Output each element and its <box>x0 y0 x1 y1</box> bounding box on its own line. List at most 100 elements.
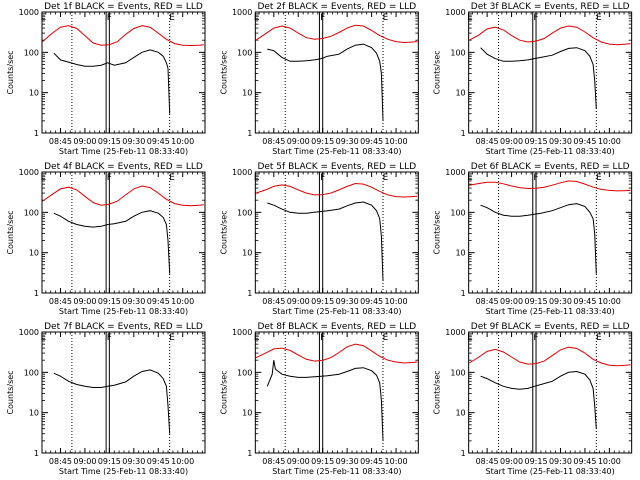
x-tick-label: 09:45 <box>573 457 596 466</box>
region-marker-e: E <box>596 333 602 343</box>
plot-frame <box>41 11 206 134</box>
region-marker-f: F <box>533 333 538 343</box>
y-tick-label: 1000 <box>445 8 465 17</box>
x-axis-label: Start Time (25-Feb-11 08:33:40) <box>59 147 188 156</box>
x-tick-label: 09:45 <box>573 137 596 146</box>
panel-title: Det 7f BLACK = Events, RED = LLD <box>44 322 203 332</box>
x-tick-label: 10:00 <box>385 137 408 146</box>
series-line-events <box>53 49 171 114</box>
series-line-events <box>53 210 171 274</box>
y-tick-label: 1000 <box>232 8 252 17</box>
x-tick-label: 09:30 <box>549 457 572 466</box>
plot-frame <box>41 331 206 454</box>
panel-title: Det 5f BLACK = Events, RED = LLD <box>257 162 416 172</box>
detector-panel-3: Det 3f BLACK = Events, RED = LLD 1 10 100 10… <box>433 2 633 156</box>
x-tick-label: 10:00 <box>598 297 621 306</box>
panel-title: Det 2f BLACK = Events, RED = LLD <box>257 2 416 12</box>
x-tick-label: 09:30 <box>336 297 359 306</box>
x-tick-label: 09:45 <box>147 457 170 466</box>
region-marker-e: E <box>467 13 473 23</box>
series-line-lld <box>255 182 418 198</box>
region-marker-e: E <box>596 13 602 23</box>
region-marker-e: E <box>169 13 175 23</box>
x-tick-label: 10:00 <box>171 297 194 306</box>
series-line-events <box>480 47 597 109</box>
panel-title: Det 3f BLACK = Events, RED = LLD <box>471 2 630 12</box>
x-tick-label: 09:00 <box>287 297 310 306</box>
series-line-lld <box>255 343 418 364</box>
panel-title: Det 4f BLACK = Events, RED = LLD <box>44 162 203 172</box>
y-tick-label: 100 <box>237 368 252 377</box>
y-tick-label: 1 <box>34 129 39 138</box>
y-tick-label: 100 <box>450 208 465 217</box>
x-tick-label: 09:45 <box>573 297 596 306</box>
x-axis-label: Start Time (25-Feb-11 08:33:40) <box>272 307 401 316</box>
y-tick-label: 1 <box>34 449 39 458</box>
x-tick-label: 09:00 <box>500 137 523 146</box>
y-tick-label: 100 <box>450 368 465 377</box>
y-tick-label: 1 <box>461 129 466 138</box>
y-tick-label: 1 <box>247 129 252 138</box>
x-tick-label: 09:30 <box>549 137 572 146</box>
y-tick-label: 100 <box>24 368 39 377</box>
y-tick-label: 100 <box>237 208 252 217</box>
x-tick-label: 09:00 <box>500 297 523 306</box>
y-tick-label: 1 <box>461 289 466 298</box>
panel-title: Det 9f BLACK = Events, RED = LLD <box>471 322 630 332</box>
plot-frame <box>468 331 633 454</box>
y-tick-label: 100 <box>24 48 39 57</box>
region-marker-e: E <box>254 13 260 23</box>
x-tick-label: 08:45 <box>262 137 285 146</box>
y-tick-label: 10 <box>29 249 39 258</box>
x-axis-label: Start Time (25-Feb-11 08:33:40) <box>486 147 615 156</box>
x-tick-label: 09:15 <box>98 137 121 146</box>
x-axis-label: Start Time (25-Feb-11 08:33:40) <box>486 307 615 316</box>
y-tick-label: 10 <box>29 89 39 98</box>
region-marker-f: F <box>107 13 112 23</box>
x-tick-label: 08:45 <box>49 457 72 466</box>
y-axis-label: Counts/sec <box>219 50 228 94</box>
y-tick-label: 10 <box>242 89 252 98</box>
series-line-lld <box>468 25 631 46</box>
region-marker-e: E <box>254 333 260 343</box>
region-marker-e: E <box>383 173 389 183</box>
plot-frame <box>254 11 419 134</box>
x-tick-label: 08:45 <box>476 457 499 466</box>
panel-title: Det 1f BLACK = Events, RED = LLD <box>44 2 203 12</box>
y-tick-label: 10 <box>455 89 465 98</box>
series-line-events <box>266 360 384 441</box>
x-tick-label: 09:30 <box>122 137 145 146</box>
x-tick-label: 09:15 <box>311 297 334 306</box>
y-axis-label: Counts/sec <box>433 370 442 414</box>
x-axis-label: Start Time (25-Feb-11 08:33:40) <box>59 307 188 316</box>
region-marker-f: F <box>320 173 325 183</box>
region-marker-e: E <box>41 173 47 183</box>
y-axis-label: Counts/sec <box>6 210 15 254</box>
series-line-events <box>480 203 597 274</box>
region-marker-e: E <box>169 333 175 343</box>
x-axis-label: Start Time (25-Feb-11 08:33:40) <box>59 467 188 476</box>
x-tick-label: 10:00 <box>598 137 621 146</box>
series-line-lld <box>42 25 204 47</box>
x-axis-label: Start Time (25-Feb-11 08:33:40) <box>272 147 401 156</box>
series-line-events <box>267 201 384 281</box>
y-tick-label: 1000 <box>232 168 252 177</box>
y-tick-label: 100 <box>237 48 252 57</box>
plot-frame <box>468 11 633 134</box>
x-tick-label: 10:00 <box>385 297 408 306</box>
region-marker-f: F <box>107 333 112 343</box>
x-tick-label: 08:45 <box>476 137 499 146</box>
detector-panel-7: Det 7f BLACK = Events, RED = LLD 1 10 100 10… <box>6 322 206 476</box>
y-tick-label: 100 <box>450 48 465 57</box>
panel-title: Det 8f BLACK = Events, RED = LLD <box>257 322 416 332</box>
x-tick-label: 09:00 <box>73 137 96 146</box>
x-tick-label: 09:45 <box>147 297 170 306</box>
panel-title: Det 6f BLACK = Events, RED = LLD <box>471 162 630 172</box>
y-tick-label: 10 <box>455 249 465 258</box>
x-tick-label: 09:15 <box>524 297 547 306</box>
y-tick-label: 10 <box>29 409 39 418</box>
region-marker-f: F <box>320 333 325 343</box>
y-axis-label: Counts/sec <box>433 50 442 94</box>
y-tick-label: 1000 <box>19 168 39 177</box>
